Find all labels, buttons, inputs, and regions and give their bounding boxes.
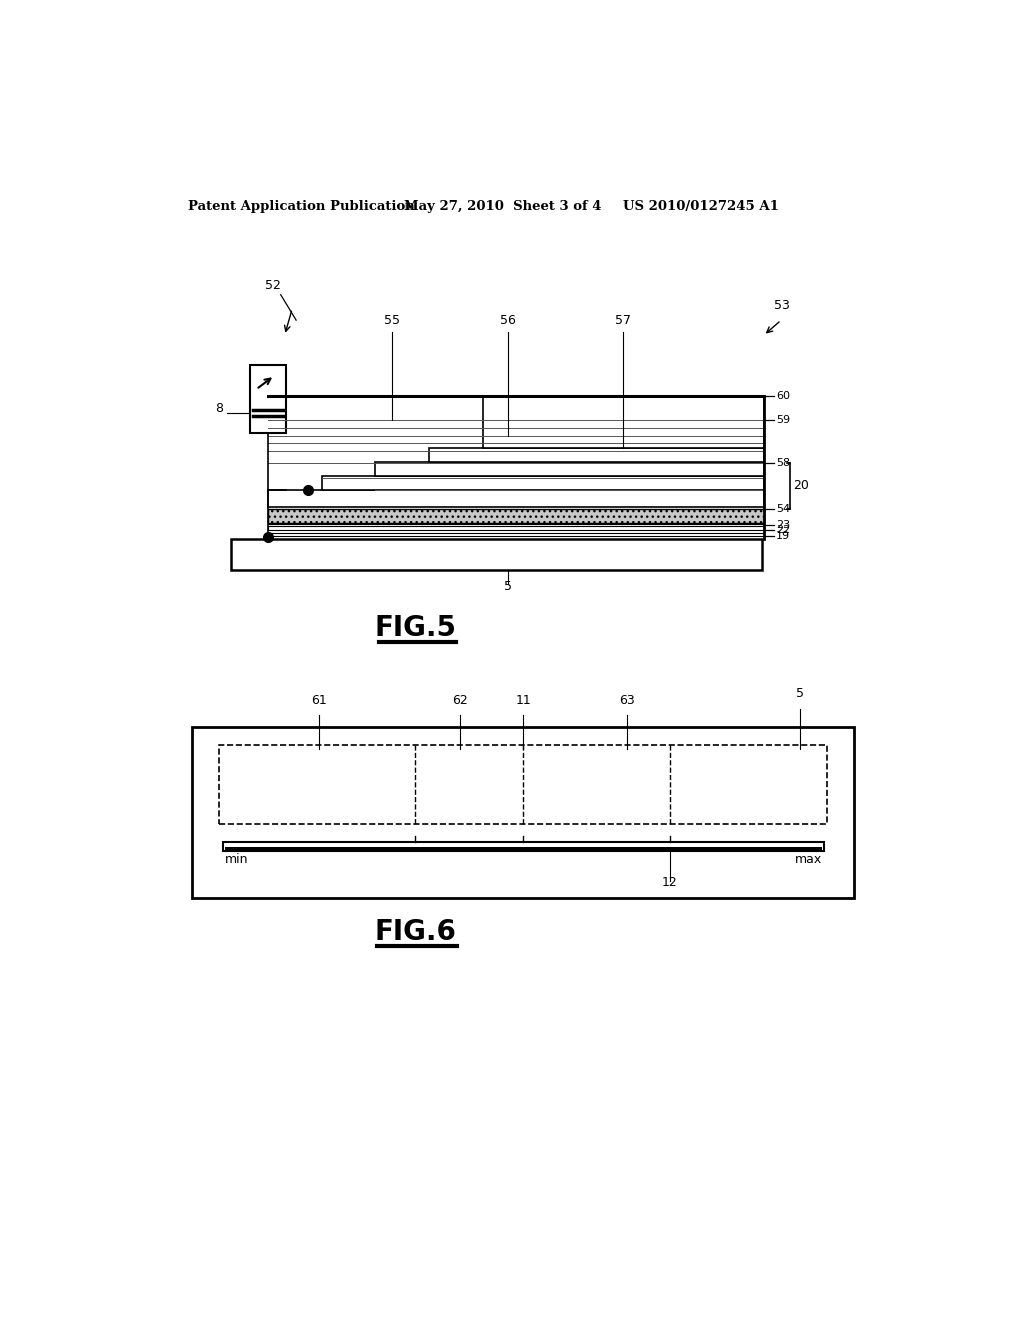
Text: 12: 12	[662, 876, 678, 890]
Bar	[267, 527, 764, 531]
Text: May 27, 2010  Sheet 3 of 4: May 27, 2010 Sheet 3 of 4	[403, 199, 601, 213]
Bar	[224, 847, 822, 850]
Text: 20: 20	[793, 479, 809, 492]
Text: 11: 11	[515, 693, 531, 706]
Text: min: min	[224, 853, 248, 866]
Bar	[193, 726, 854, 898]
Text: FIG.5: FIG.5	[375, 614, 457, 642]
Bar	[267, 508, 764, 523]
Text: 58: 58	[776, 458, 790, 467]
Text: 63: 63	[620, 693, 635, 706]
Bar	[223, 842, 823, 851]
Text: 5: 5	[797, 688, 805, 701]
Text: US 2010/0127245 A1: US 2010/0127245 A1	[624, 199, 779, 213]
Bar	[376, 462, 764, 475]
Bar	[429, 447, 764, 462]
Bar	[267, 490, 764, 507]
Bar	[250, 364, 286, 433]
Bar	[322, 475, 764, 490]
Text: 53: 53	[773, 298, 790, 312]
Bar	[267, 520, 764, 524]
Text: 5: 5	[504, 579, 512, 593]
Text: 59: 59	[776, 416, 790, 425]
Text: 19: 19	[776, 532, 790, 541]
Text: FIG.6: FIG.6	[375, 919, 457, 946]
Text: max: max	[795, 853, 822, 866]
Text: 56: 56	[500, 314, 516, 327]
Bar	[483, 396, 764, 447]
Bar	[230, 539, 762, 570]
Text: 57: 57	[615, 314, 632, 327]
Text: 60: 60	[776, 391, 790, 400]
Text: Patent Application Publication: Patent Application Publication	[188, 199, 415, 213]
Text: 55: 55	[384, 314, 400, 327]
Text: 54: 54	[776, 504, 790, 513]
Text: 62: 62	[453, 693, 468, 706]
Text: 8: 8	[215, 403, 223, 416]
Bar	[267, 532, 764, 536]
Text: 22: 22	[776, 525, 791, 536]
Text: 23: 23	[776, 520, 790, 529]
Bar	[219, 744, 827, 825]
Text: 61: 61	[311, 693, 327, 706]
Text: 52: 52	[265, 280, 281, 292]
